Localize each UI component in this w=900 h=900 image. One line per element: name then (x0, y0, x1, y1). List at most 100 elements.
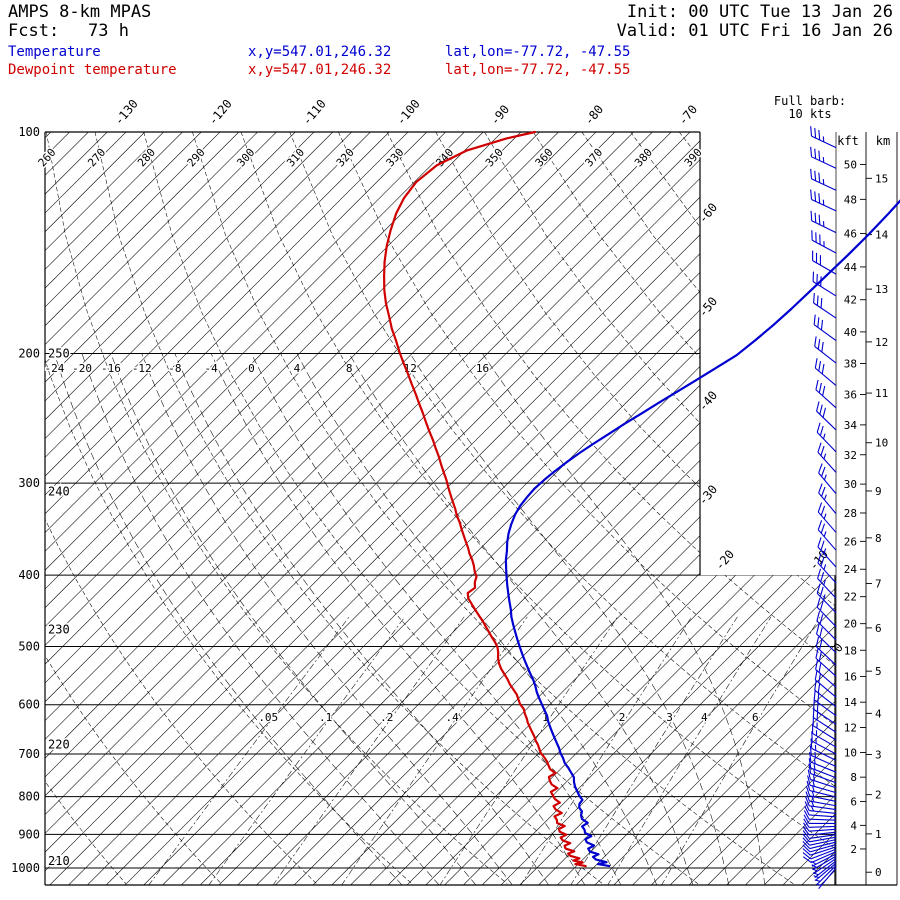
wind-barb (816, 422, 837, 453)
dry-adiabat-line (45, 132, 222, 884)
kft-tick-label: 34 (844, 419, 858, 432)
wind-barb (814, 358, 837, 386)
wind-barb-full (805, 796, 810, 807)
wind-barb-full (820, 540, 825, 551)
wind-barb-staff (809, 836, 837, 843)
pressure-tick-label: 600 (18, 698, 40, 712)
pressure-tick-label: 800 (18, 790, 40, 804)
wind-barb-full (814, 191, 817, 202)
wind-barb-full (802, 830, 810, 839)
kft-tick-label: 20 (844, 618, 857, 631)
wind-barb-full (803, 814, 810, 824)
wind-barb-full (818, 129, 821, 141)
wind-barb-staff (809, 828, 837, 832)
moist-adiabat-line (174, 353, 549, 885)
wind-barb (811, 731, 837, 755)
wind-barb-staff (810, 767, 837, 779)
wind-barb-full (819, 425, 824, 436)
isotherm-line (45, 132, 709, 885)
isotherm-line (45, 132, 427, 885)
moist-adiabat-line (81, 353, 440, 885)
moist-adiabat-label: -8 (168, 362, 181, 375)
wind-barb-half (823, 548, 827, 554)
isotherm-line (670, 132, 835, 885)
forecast-hour-label: Fcst: (8, 21, 59, 41)
isotherm-line (218, 132, 835, 885)
wind-barb-staff (816, 620, 837, 641)
km-tick-label: 5 (875, 665, 882, 678)
kft-tick-label: 42 (844, 294, 857, 307)
dewpoint-legend-label: Dewpoint temperature (8, 62, 177, 78)
wind-barb-full (810, 738, 813, 749)
wind-barb-staff (814, 679, 837, 698)
wind-barb-staff (817, 562, 837, 584)
isotherm-line (45, 132, 258, 885)
wind-barb (803, 822, 837, 832)
kft-tick-label: 26 (844, 535, 857, 548)
wind-barb-full (820, 319, 824, 330)
wind-barb-full (821, 486, 826, 497)
moist-adiabat-label: -24 (45, 362, 65, 375)
wind-barb-full (802, 833, 810, 843)
wind-barb-full (810, 168, 813, 179)
wind-barb-staff (814, 367, 837, 386)
wind-barb-full (802, 848, 811, 856)
wind-barb-staff (810, 846, 837, 856)
mixing-ratio-label: .1 (319, 711, 332, 724)
wind-barb-full (820, 523, 826, 534)
dry-adiabat-line (678, 132, 835, 884)
wind-barb-full (814, 148, 817, 159)
moist-adiabat-label: -20 (72, 362, 92, 375)
wind-barb (815, 659, 837, 688)
wind-barb (805, 786, 837, 802)
wind-barb (817, 537, 837, 568)
mixing-ratio-line (272, 616, 465, 885)
isotherm-line (425, 132, 835, 885)
isotherm-line (45, 132, 390, 885)
wind-barb-full (818, 463, 823, 474)
wind-barb (817, 568, 837, 599)
mixing-ratio-label: 1 (542, 711, 549, 724)
wind-barb (809, 745, 837, 768)
wind-barb (802, 826, 837, 836)
isotherm-line (181, 132, 835, 885)
wind-barb-half (823, 474, 827, 481)
wind-barb-half (822, 594, 826, 600)
km-tick-label: 8 (875, 532, 882, 545)
wind-barb (810, 738, 837, 761)
wind-barb-full (802, 837, 810, 846)
moist-adiabat-label: 8 (346, 362, 353, 375)
wind-barb-full (819, 614, 824, 625)
isotherm-line (463, 132, 835, 885)
wind-barb-full (818, 651, 822, 662)
isotherm-line (45, 132, 296, 885)
wind-barb-full (818, 172, 821, 183)
temperature-legend-label: Temperature (8, 44, 101, 60)
wind-barb-full (819, 586, 824, 597)
isotherm-line (45, 132, 785, 885)
km-tick-label: 6 (875, 622, 882, 635)
wind-barb-full (804, 805, 810, 816)
wind-barb (807, 775, 837, 794)
wind-barb-full (822, 385, 826, 396)
kft-axis-header: kft (837, 134, 859, 148)
wind-barb-half (811, 796, 815, 803)
isotherm-right-label: -60 (696, 200, 721, 226)
wind-barb-full (819, 404, 823, 415)
isotherm-line (45, 132, 503, 885)
wind-barbs (802, 126, 837, 890)
wind-barb-full (821, 466, 826, 477)
wind-barb (802, 840, 837, 850)
mixing-ratio-line (341, 616, 528, 885)
wind-barb-half (822, 433, 826, 440)
wind-barb-full (817, 692, 820, 703)
wind-barb-half (823, 453, 827, 460)
km-tick-label: 9 (875, 485, 882, 498)
isotherm-line (688, 132, 835, 885)
wind-barb-full (814, 212, 817, 223)
theta-left-label: 220 (48, 738, 70, 752)
theta-top-label: 360 (533, 146, 556, 169)
wind-barb-full (821, 363, 825, 374)
wind-barb (813, 314, 837, 341)
